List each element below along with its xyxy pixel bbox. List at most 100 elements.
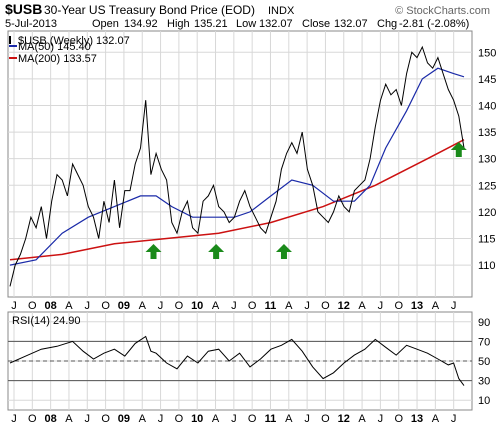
high-value: 135.21 (194, 18, 228, 30)
price-line (9, 45, 465, 287)
legend-price: $USB (Weekly) 132.07 (18, 35, 130, 47)
price-x-tick-label: J (85, 300, 91, 312)
rsi-x-tick-label: O (321, 413, 330, 425)
price-x-tick-label: J (231, 300, 237, 312)
price-x-tick-label: O (321, 300, 330, 312)
ma200-line (9, 139, 465, 261)
legend: $USB (Weekly) 132.07 MA(50) 145.40 MA(20… (9, 35, 130, 65)
rsi-y-tick-label: 70 (478, 336, 490, 348)
rsi-x-tick-label: A (65, 413, 73, 425)
price-y-tick-label: 135 (478, 127, 496, 139)
price-x-tick-label: A (285, 300, 293, 312)
high-label: High (167, 18, 190, 30)
price-x-tick-label: J (378, 300, 384, 312)
price-y-tick-label: 145 (478, 74, 496, 86)
rsi-x-tick-label: O (394, 413, 403, 425)
price-x-tick-label: 10 (191, 300, 203, 312)
rsi-x-tick-label: A (285, 413, 293, 425)
rsi-x-tick-label: J (158, 413, 164, 425)
open-value: 134.92 (124, 18, 158, 30)
rsi-label: RSI(14) 24.90 (12, 315, 80, 327)
rsi-x-tick-label: J (304, 413, 310, 425)
legend-ma50: MA(50) 145.40 (18, 41, 91, 53)
rsi-x-tick-label: O (28, 413, 37, 425)
rsi-x-tick-label: O (101, 413, 110, 425)
open-label: Open (92, 18, 119, 30)
rsi-x-tick-label: J (451, 413, 457, 425)
rsi-x-tick-label: A (358, 413, 366, 425)
green-up-arrow-icon (208, 244, 225, 259)
rsi-x-tick-label: 09 (118, 413, 130, 425)
price-x-tick-label: O (248, 300, 257, 312)
rsi-y-tick-label: 30 (478, 376, 490, 388)
price-x-axis: J O 08 A J O 09 A J O 10 A J O 11 A J O 12 A J O 13 A J (11, 300, 456, 312)
rsi-x-axis: J O 08 A J O 09 A J O 10 A J O 11 A J O 12 A J O 13 A J (11, 413, 456, 425)
price-x-tick-label: 11 (265, 300, 277, 312)
price-x-tick-label: A (432, 300, 440, 312)
price-x-tick-label: O (394, 300, 403, 312)
low-value: 132.07 (259, 18, 293, 30)
exchange-label: INDX (268, 5, 295, 17)
rsi-x-tick-label: J (11, 413, 17, 425)
price-y-axis: 110 115 120 125 130 135 140 145 150 (478, 47, 496, 272)
price-x-tick-label: J (451, 300, 457, 312)
rsi-x-tick-label: J (85, 413, 91, 425)
rsi-x-tick-label: 10 (191, 413, 203, 425)
price-y-tick-label: 150 (478, 47, 496, 59)
rsi-grid (8, 312, 472, 410)
price-y-tick-label: 130 (478, 154, 496, 166)
price-x-tick-label: J (11, 300, 17, 312)
price-panel-frame (7, 30, 473, 298)
price-y-tick-label: 140 (478, 100, 496, 112)
rsi-x-tick-label: 12 (338, 413, 350, 425)
rsi-x-tick-label: J (378, 413, 384, 425)
price-y-tick-label: 110 (478, 260, 496, 272)
chg-label: Chg (377, 18, 397, 30)
price-series-group (9, 45, 465, 287)
price-y-tick-label: 115 (478, 233, 496, 245)
price-x-tick-label: O (101, 300, 110, 312)
rsi-y-tick-label: 50 (478, 356, 490, 368)
rsi-y-tick-label: 90 (478, 317, 490, 329)
price-x-tick-label: 12 (338, 300, 350, 312)
green-up-arrow-icon (275, 244, 292, 259)
green-up-arrow-icon (145, 244, 162, 259)
price-x-tick-label: 08 (45, 300, 57, 312)
price-x-tick-label: O (28, 300, 37, 312)
green-up-arrow-icon (450, 142, 467, 157)
price-x-tick-label: J (304, 300, 310, 312)
rsi-y-tick-label: 10 (478, 395, 490, 407)
price-x-tick-label: A (139, 300, 147, 312)
price-x-tick-label: A (358, 300, 366, 312)
price-y-tick-label: 125 (478, 180, 496, 192)
price-x-tick-label: 13 (411, 300, 423, 312)
watermark: © StockCharts.com (395, 5, 490, 17)
rsi-x-tick-label: 11 (265, 413, 277, 425)
quote-date: 5-Jul-2013 (5, 18, 57, 30)
rsi-series-group (9, 335, 465, 386)
ticker-symbol: $USB (5, 1, 42, 17)
low-label: Low (236, 18, 256, 30)
rsi-y-axis: 10 30 50 70 90 (478, 317, 490, 407)
ticker-description: 30-Year US Treasury Bond Price (EOD) (44, 3, 255, 17)
price-x-tick-label: A (65, 300, 73, 312)
price-y-tick-label: 120 (478, 207, 496, 219)
rsi-x-tick-label: O (248, 413, 257, 425)
price-x-tick-label: A (212, 300, 220, 312)
ma50-line (9, 67, 465, 266)
rsi-x-tick-label: O (175, 413, 184, 425)
price-x-tick-label: O (175, 300, 184, 312)
rsi-x-tick-label: A (432, 413, 440, 425)
chg-value: -2.81 (-2.08%) (399, 18, 469, 30)
arrows-group (145, 142, 467, 259)
price-x-tick-label: J (158, 300, 164, 312)
rsi-x-tick-label: J (231, 413, 237, 425)
rsi-x-tick-label: A (212, 413, 220, 425)
rsi-line (9, 335, 465, 386)
legend-ma200: MA(200) 133.57 (18, 53, 97, 65)
rsi-x-tick-label: 08 (45, 413, 57, 425)
close-label: Close (302, 18, 330, 30)
price-x-tick-label: 09 (118, 300, 130, 312)
rsi-x-tick-label: A (139, 413, 147, 425)
